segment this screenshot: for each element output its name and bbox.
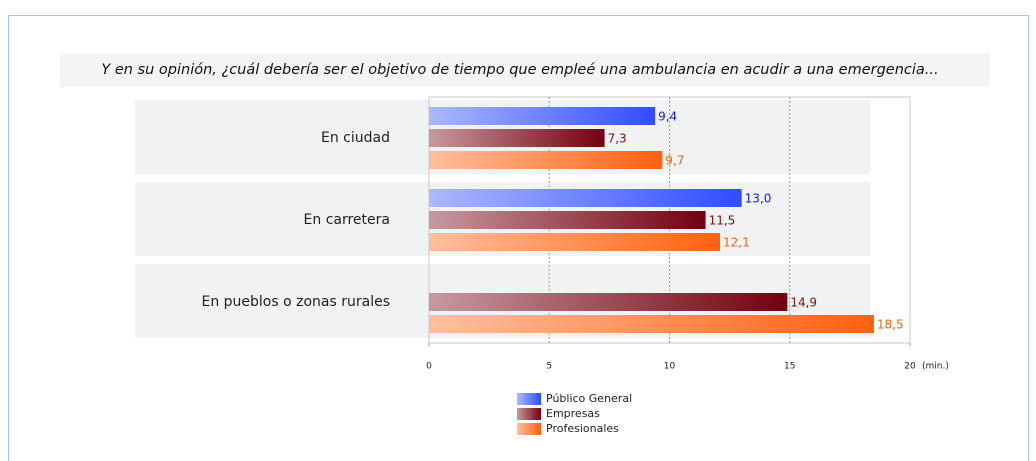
chart-title: Y en su opinión, ¿cuál debería ser el ob… — [101, 62, 938, 78]
bar — [429, 315, 874, 333]
x-tick-label: 5 — [546, 362, 552, 372]
bar — [429, 233, 721, 251]
value-label: 11,5 — [709, 214, 736, 228]
legend-label: Público General — [546, 392, 632, 405]
bar — [429, 151, 663, 169]
legend-swatch — [517, 393, 541, 405]
title-band — [60, 53, 990, 87]
value-label: 13,0 — [745, 192, 772, 206]
bar — [429, 189, 742, 207]
x-axis-label: (min.) — [922, 362, 949, 372]
frame — [8, 15, 1029, 461]
legend-swatch — [517, 408, 541, 420]
value-label: 7,3 — [608, 132, 627, 146]
category-label: En ciudad — [321, 130, 390, 146]
value-label: 12,1 — [723, 236, 750, 250]
value-label: 9,4 — [658, 110, 677, 124]
bar — [429, 129, 605, 147]
legend-label: Empresas — [546, 407, 600, 420]
legend-label: Profesionales — [546, 422, 619, 435]
legend-swatch — [517, 423, 541, 435]
category-label: En pueblos o zonas rurales — [201, 294, 390, 310]
x-tick-label: 20 — [904, 362, 916, 372]
value-label: 14,9 — [790, 296, 817, 310]
value-label: 9,7 — [665, 154, 684, 168]
bar — [429, 107, 656, 125]
x-tick-label: 15 — [784, 362, 795, 372]
value-label: 18,5 — [877, 318, 904, 332]
category-label: En carretera — [304, 212, 390, 228]
x-tick-label: 10 — [664, 362, 676, 372]
x-tick-label: 0 — [426, 362, 432, 372]
bar — [429, 293, 788, 311]
bar — [429, 211, 706, 229]
